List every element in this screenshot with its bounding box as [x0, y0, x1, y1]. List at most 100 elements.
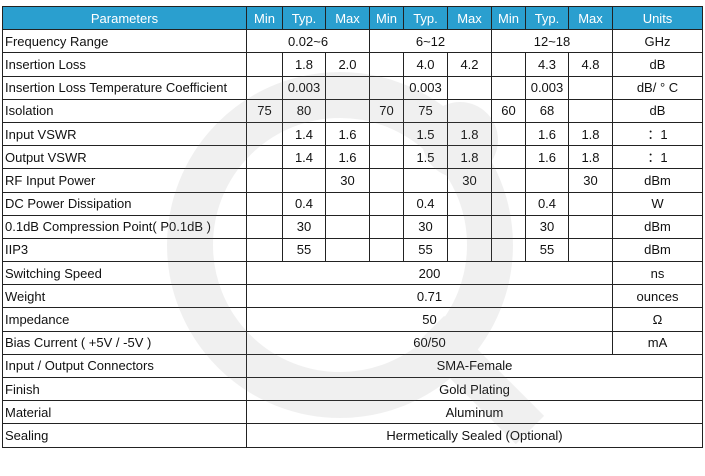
value-cell: 60	[491, 98, 526, 123]
value-cell: 4.2	[447, 52, 492, 77]
value-cell	[325, 75, 370, 100]
value-cell: 0.4	[403, 191, 448, 216]
value-cell: 50	[246, 307, 613, 332]
table-row: DC Power Dissipation 0.4 0.4 0.4 W	[2, 191, 703, 216]
unit-cell: ns	[612, 261, 703, 286]
value-cell	[491, 145, 526, 170]
unit-cell: Ω	[612, 307, 703, 332]
value-cell	[246, 145, 283, 170]
value-cell: 1.8	[568, 145, 613, 170]
param-label: Switching Speed	[2, 261, 247, 286]
unit-cell: mA	[612, 330, 703, 355]
value-cell: 75	[246, 98, 283, 123]
param-label: Bias Current ( +5V / -5V )	[2, 330, 247, 355]
value-cell	[491, 75, 526, 100]
value-cell: 55	[282, 237, 326, 263]
unit-cell: dBm	[612, 214, 703, 239]
unit-cell: dB/ ° C	[612, 75, 703, 100]
table-row: Weight 0.71 ounces	[2, 284, 703, 309]
header-max: Max	[325, 5, 370, 31]
value-cell: 1.6	[525, 145, 569, 170]
header-min: Min	[491, 5, 526, 31]
table-row: 0.1dB Compression Point( P0.1dB ) 30 30 …	[2, 214, 703, 239]
header-typ: Typ.	[282, 5, 326, 31]
value-cell	[369, 214, 404, 239]
value-cell: 1.8	[568, 121, 613, 147]
value-cell	[246, 214, 283, 239]
unit-cell: ounces	[612, 284, 703, 309]
param-label: Finish	[2, 376, 247, 402]
table-row: Switching Speed 200 ns	[2, 261, 703, 286]
value-cell: SMA-Female	[246, 353, 703, 379]
header-max: Max	[568, 5, 613, 31]
value-cell	[447, 191, 492, 216]
param-label: DC Power Dissipation	[2, 191, 247, 216]
value-cell: 55	[525, 237, 569, 263]
value-cell	[447, 75, 492, 100]
value-cell	[525, 168, 569, 193]
value-cell	[568, 191, 613, 216]
value-cell	[246, 191, 283, 216]
value-cell	[369, 168, 404, 193]
value-cell: 0.003	[403, 75, 448, 100]
value-cell: 1.8	[282, 52, 326, 77]
value-cell: 30	[525, 214, 569, 239]
value-cell: 0.4	[525, 191, 569, 216]
param-label: Insertion Loss	[2, 52, 247, 77]
table-row: Input / Output Connectors SMA-Female	[2, 353, 703, 379]
value-cell	[491, 191, 526, 216]
param-label: Insertion Loss Temperature Coefficient	[2, 75, 247, 100]
value-cell	[369, 121, 404, 147]
value-cell: Hermetically Sealed (Optional)	[246, 423, 703, 448]
unit-cell: dB	[612, 52, 703, 77]
param-label: 0.1dB Compression Point( P0.1dB )	[2, 214, 247, 239]
value-cell: 30	[325, 168, 370, 193]
value-cell: 200	[246, 261, 613, 286]
value-cell	[325, 237, 370, 263]
table-row: Finish Gold Plating	[2, 376, 703, 402]
unit-cell: dBm	[612, 237, 703, 263]
value-cell	[369, 145, 404, 170]
range-cell: 12~18	[491, 29, 613, 54]
value-cell: 1.8	[447, 121, 492, 147]
unit-cell: ：1	[612, 121, 703, 147]
table-row: Bias Current ( +5V / -5V ) 60/50 mA	[2, 330, 703, 355]
value-cell: 1.5	[403, 145, 448, 170]
value-cell	[246, 75, 283, 100]
unit-cell: GHz	[612, 29, 703, 54]
value-cell	[246, 121, 283, 147]
value-cell	[369, 52, 404, 77]
header-units: Units	[612, 5, 703, 31]
value-cell	[568, 214, 613, 239]
table-row: Sealing Hermetically Sealed (Optional)	[2, 423, 703, 448]
value-cell: Gold Plating	[246, 376, 703, 402]
value-cell	[447, 98, 492, 123]
value-cell	[491, 121, 526, 147]
value-cell: 1.6	[325, 121, 370, 147]
header-typ: Typ.	[525, 5, 569, 31]
value-cell	[325, 98, 370, 123]
range-cell: 6~12	[369, 29, 492, 54]
param-label: Sealing	[2, 423, 247, 448]
table-row: Insertion Loss 1.8 2.0 4.0 4.2 4.3 4.8 d…	[2, 52, 703, 77]
table-row: Output VSWR 1.4 1.6 1.5 1.8 1.6 1.8 ：1	[2, 145, 703, 170]
value-cell	[568, 75, 613, 100]
param-label: Input VSWR	[2, 121, 247, 147]
value-cell: 1.4	[282, 145, 326, 170]
table-row: Insertion Loss Temperature Coefficient 0…	[2, 75, 703, 100]
value-cell: 1.5	[403, 121, 448, 147]
value-cell: 1.4	[282, 121, 326, 147]
value-cell: 75	[403, 98, 448, 123]
value-cell: 4.3	[525, 52, 569, 77]
value-cell	[491, 52, 526, 77]
value-cell: 0.003	[282, 75, 326, 100]
header-row: Parameters Min Typ. Max Min Typ. Max Min…	[2, 5, 703, 31]
value-cell	[568, 237, 613, 263]
table-row: Input VSWR 1.4 1.6 1.5 1.8 1.6 1.8 ：1	[2, 121, 703, 147]
value-cell: 1.6	[525, 121, 569, 147]
value-cell: 68	[525, 98, 569, 123]
value-cell	[568, 98, 613, 123]
value-cell	[491, 237, 526, 263]
param-label: Output VSWR	[2, 145, 247, 170]
param-label: IIP3	[2, 237, 247, 263]
